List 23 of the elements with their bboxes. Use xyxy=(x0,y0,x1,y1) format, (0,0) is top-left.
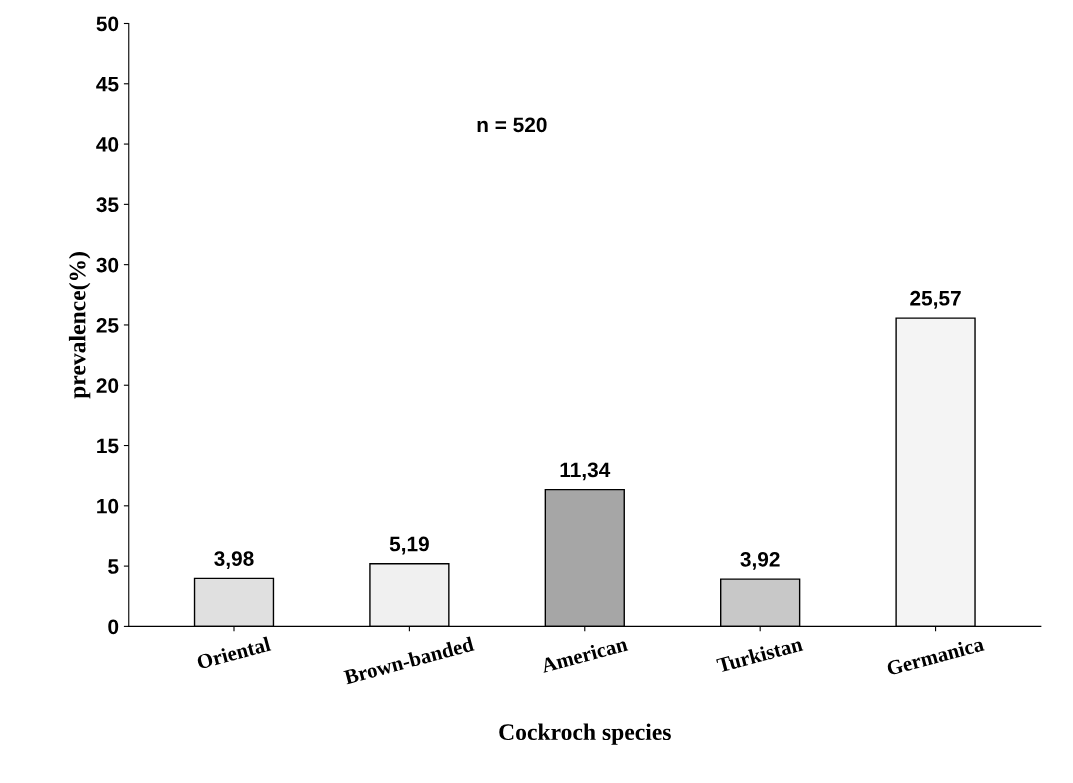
y-tick-label: 35 xyxy=(96,197,119,213)
x-tick-label: American xyxy=(540,636,629,673)
data-label: 3,98 xyxy=(214,551,254,569)
y-tick-label: 30 xyxy=(96,257,119,273)
x-tick-label: Germanica xyxy=(886,636,985,676)
x-tick-label: Oriental xyxy=(196,636,272,670)
x-axis-title: Cockroch species xyxy=(499,723,671,745)
y-tick-label: 0 xyxy=(108,619,119,635)
annotation: n = 520 xyxy=(477,117,547,133)
data-label: 5,19 xyxy=(389,536,429,555)
data-label: 11,34 xyxy=(560,462,611,481)
y-tick-label: 10 xyxy=(97,498,119,514)
data-label: 3,92 xyxy=(740,551,780,570)
y-tick-label: 40 xyxy=(96,137,119,152)
x-tick-label: Turkistan xyxy=(715,636,804,673)
y-axis-title: prevalence(%) xyxy=(68,252,91,399)
y-tick-label: 45 xyxy=(96,77,119,92)
y-tick-label: 20 xyxy=(96,378,119,393)
y-tick-label: 50 xyxy=(96,16,119,32)
y-tick-label: 15 xyxy=(97,438,119,454)
y-tick-label: 25 xyxy=(96,317,119,333)
y-tick-label: 5 xyxy=(108,559,119,574)
data-label: 25,57 xyxy=(910,290,961,309)
